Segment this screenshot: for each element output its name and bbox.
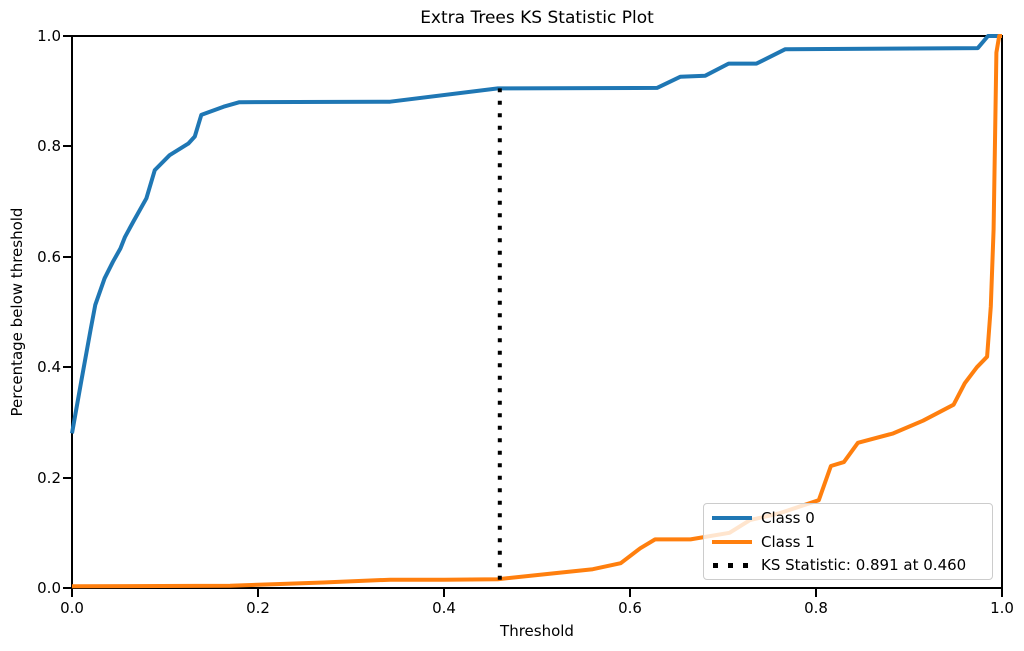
x-tick-label: 0.4 <box>432 599 456 617</box>
axes-spines <box>71 35 1003 589</box>
x-tick <box>815 589 817 597</box>
y-axis-label: Percentage below threshold <box>8 207 26 417</box>
y-tick-label: 0.4 <box>37 358 61 377</box>
legend-label: Class 0 <box>761 508 815 527</box>
legend-label: KS Statistic: 0.891 at 0.460 <box>761 556 967 575</box>
legend-line-swatch <box>712 515 752 520</box>
y-tick-label: 0.8 <box>37 137 61 156</box>
y-tick <box>63 35 71 37</box>
x-tick-label: 0.6 <box>618 599 642 617</box>
y-tick <box>63 366 71 369</box>
y-tick-label: 0.2 <box>37 468 61 487</box>
legend-row: Class 1 <box>712 530 984 554</box>
plot-area <box>70 34 1003 589</box>
legend-dot <box>743 562 748 568</box>
x-tick <box>71 589 73 597</box>
legend-label: Class 1 <box>761 532 815 551</box>
x-tick-label: 0.0 <box>60 599 84 617</box>
y-tick <box>63 587 71 589</box>
x-tick-label: 1.0 <box>990 599 1014 617</box>
y-tick <box>63 145 71 148</box>
dotted-line-icon <box>712 562 748 568</box>
y-tick <box>63 255 71 258</box>
y-tick-label: 0.0 <box>37 579 61 597</box>
y-tick-label: 0.6 <box>37 247 61 266</box>
x-tick-label: 0.2 <box>246 599 270 617</box>
x-tick-label: 0.8 <box>804 599 828 617</box>
legend-line-icon <box>712 515 752 520</box>
series-line-0 <box>70 34 1002 434</box>
legend-dot <box>713 562 718 568</box>
x-axis-label: Threshold <box>500 622 574 640</box>
legend: Class 0 Class 1 KS Statistic: 0.891 at 0.4… <box>703 503 993 580</box>
legend-line-swatch <box>712 539 752 544</box>
legend-row: Class 0 <box>712 506 984 530</box>
x-tick <box>629 589 631 597</box>
x-tick <box>443 589 445 597</box>
y-tick <box>63 476 71 479</box>
legend-row: KS Statistic: 0.891 at 0.460 <box>712 553 984 577</box>
x-tick <box>257 589 259 597</box>
y-tick-label: 1.0 <box>37 27 61 45</box>
legend-dot <box>728 562 733 568</box>
chart-title: Extra Trees KS Statistic Plot <box>420 8 654 28</box>
legend-dotted-swatch <box>712 562 752 568</box>
legend-line-icon <box>712 539 752 544</box>
x-tick <box>1001 589 1003 597</box>
